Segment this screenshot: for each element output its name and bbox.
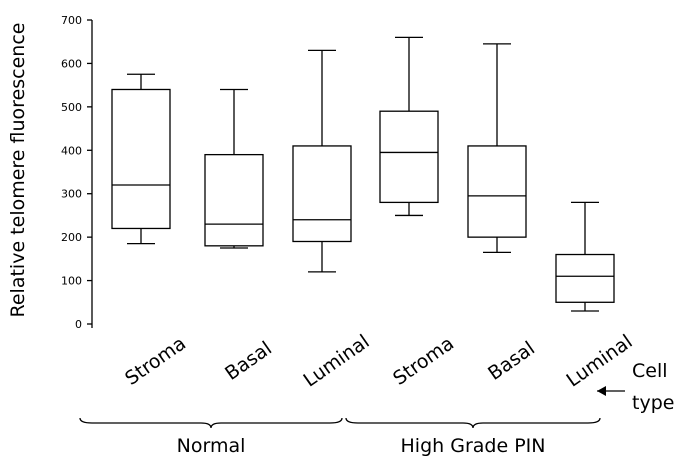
category-label: Stroma	[389, 332, 458, 389]
group-label: High Grade PIN	[401, 435, 546, 457]
y-tick-label: 100	[61, 275, 82, 288]
y-tick-label: 500	[61, 101, 82, 114]
group-label: Normal	[177, 435, 246, 457]
y-axis-label: Relative telomere fluorescence	[7, 23, 29, 318]
box-2	[204, 88, 264, 249]
box-iqr	[379, 110, 439, 204]
category-label: Luminal	[563, 331, 637, 392]
y-tick-label: 700	[61, 14, 82, 27]
category-label: Luminal	[300, 331, 374, 392]
box-iqr	[555, 253, 615, 303]
category-label: Basal	[221, 337, 276, 385]
box-1	[111, 73, 171, 245]
annotation-line-1: Cell	[632, 360, 668, 382]
y-tick-label: 300	[61, 188, 82, 201]
y-tick-label: 400	[61, 144, 82, 157]
cell-type-annotation: Cell type	[597, 360, 674, 414]
category-label: Stroma	[121, 332, 190, 389]
y-axis: 0 100 200 300 400 500 600 700	[61, 14, 93, 331]
box-3	[292, 49, 352, 273]
box-iqr	[467, 145, 527, 238]
y-tick-label: 0	[75, 318, 82, 331]
annotation-line-2: type	[632, 392, 674, 414]
box-iqr	[204, 153, 264, 247]
y-tick-label: 600	[61, 57, 82, 70]
box-5	[467, 43, 527, 253]
group-brace	[79, 417, 343, 429]
box-iqr	[111, 88, 171, 230]
group-brace	[345, 417, 601, 429]
box-iqr	[292, 145, 352, 243]
category-label: Basal	[484, 337, 539, 385]
y-tick-label: 200	[61, 231, 82, 244]
box-4	[379, 36, 439, 217]
arrow-left-icon	[597, 386, 606, 396]
box-6	[555, 201, 615, 312]
